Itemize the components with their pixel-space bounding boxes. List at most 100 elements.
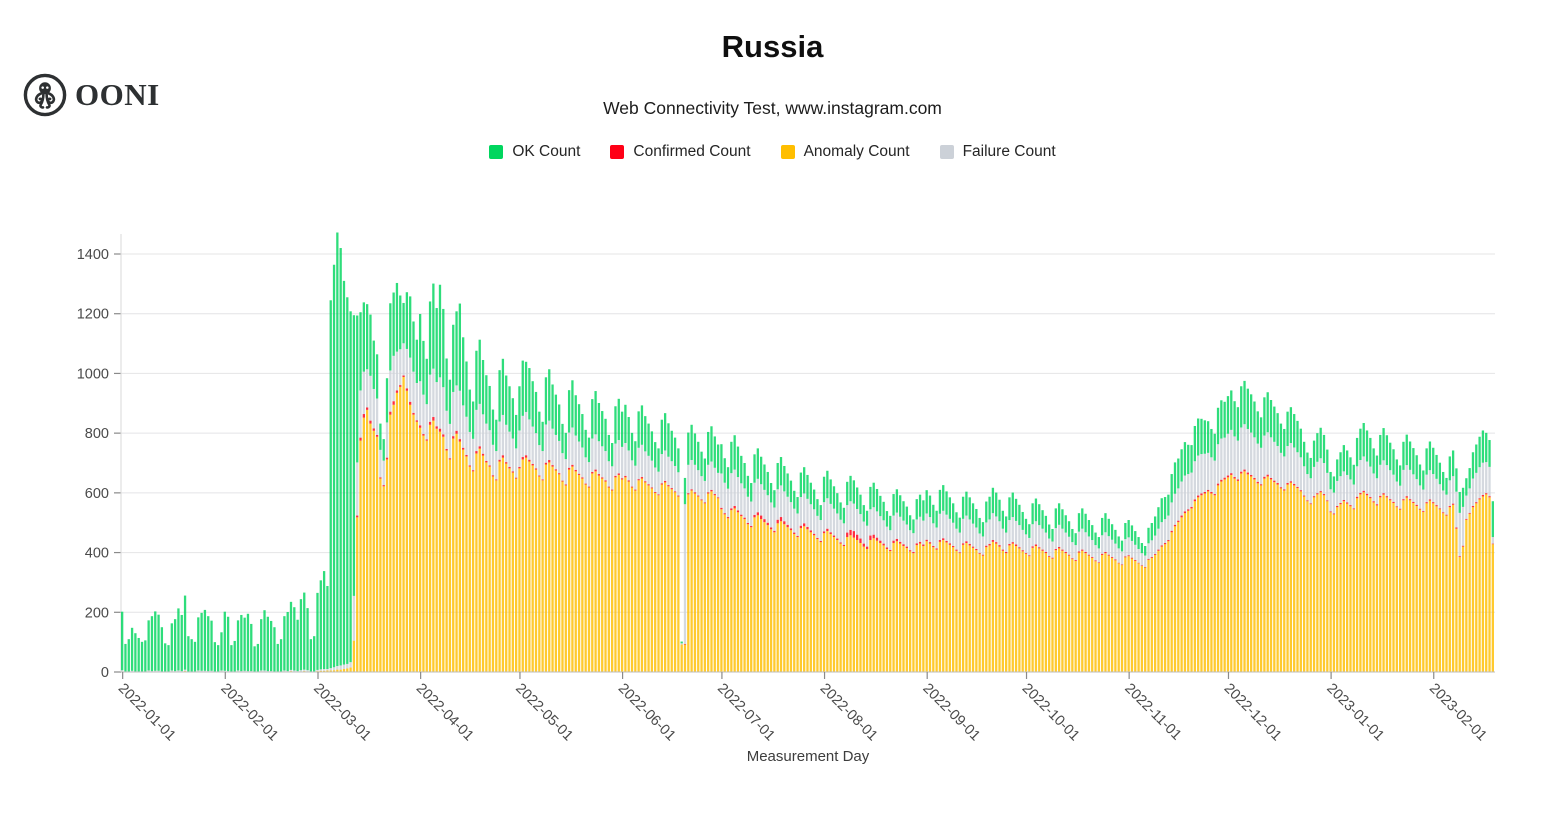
day-bar[interactable] [640,405,644,672]
day-bar[interactable] [551,384,554,672]
day-bar[interactable] [167,645,170,672]
day-bar[interactable] [985,501,988,672]
day-bar[interactable] [965,491,968,672]
day-bar[interactable] [1375,455,1379,672]
day-bar[interactable] [1253,401,1256,673]
day-bar[interactable] [799,472,803,672]
day-bar[interactable] [971,503,975,672]
day-bar[interactable] [1160,498,1163,672]
day-bar[interactable] [521,360,524,672]
day-bar[interactable] [442,308,445,672]
day-bar[interactable] [1405,434,1408,672]
day-bar[interactable] [1389,442,1392,672]
day-bar[interactable] [140,641,144,672]
day-bar[interactable] [1044,515,1048,672]
day-bar[interactable] [359,312,362,672]
day-bar[interactable] [1041,510,1044,672]
day-bar[interactable] [955,512,958,672]
day-bar[interactable] [306,608,309,672]
day-bar[interactable] [501,358,505,672]
day-bar[interactable] [614,406,617,672]
day-bar[interactable] [591,399,594,672]
day-bar[interactable] [203,609,207,672]
day-bar[interactable] [336,232,339,673]
day-bar[interactable] [1259,417,1263,672]
day-bar[interactable] [1491,501,1494,672]
day-bar[interactable] [988,496,991,672]
day-bar[interactable] [1031,503,1034,672]
day-bar[interactable] [677,448,680,672]
day-bar[interactable] [1127,520,1130,672]
day-bar[interactable] [1011,492,1014,672]
day-bar[interactable] [1475,444,1478,672]
day-bar[interactable] [577,404,581,672]
day-bar[interactable] [243,617,246,673]
day-bar[interactable] [1279,423,1283,672]
day-bar[interactable] [1074,533,1077,672]
day-bar[interactable] [322,571,326,672]
day-bar[interactable] [1339,452,1342,672]
day-bar[interactable] [233,640,236,672]
day-bar[interactable] [1153,516,1157,672]
day-bar[interactable] [561,423,564,672]
day-bar[interactable] [1362,422,1365,672]
day-bar[interactable] [812,489,816,672]
day-bar[interactable] [1299,428,1302,672]
day-bar[interactable] [1302,441,1306,672]
day-bar[interactable] [736,446,740,672]
day-bar[interactable] [693,433,697,672]
day-bar[interactable] [667,423,670,672]
day-bar[interactable] [399,295,402,673]
day-bar[interactable] [899,495,902,672]
day-bar[interactable] [279,639,283,672]
day-bar[interactable] [991,487,995,672]
day-bar[interactable] [806,474,809,672]
day-bar[interactable] [1187,444,1190,672]
day-bar[interactable] [690,424,693,672]
day-bar[interactable] [829,479,832,672]
day-bar[interactable] [405,292,409,672]
day-bar[interactable] [1352,464,1355,672]
day-bar[interactable] [750,483,753,672]
day-bar[interactable] [1392,449,1395,672]
day-bar[interactable] [1369,437,1372,672]
day-bar[interactable] [852,480,855,672]
day-bar[interactable] [435,308,438,672]
day-bar[interactable] [822,476,826,672]
day-bar[interactable] [392,292,395,672]
day-bar[interactable] [220,632,223,672]
day-bar[interactable] [1054,508,1057,672]
day-bar[interactable] [342,280,346,672]
day-bar[interactable] [269,620,273,672]
day-bar[interactable] [1322,434,1326,672]
day-bar[interactable] [776,463,779,672]
day-bar[interactable] [1071,528,1074,672]
day-bar[interactable] [488,385,491,672]
day-bar[interactable] [1157,507,1160,672]
day-bar[interactable] [707,431,710,672]
day-bar[interactable] [611,443,614,672]
day-bar[interactable] [1117,536,1120,672]
day-bar[interactable] [1064,515,1067,672]
day-bar[interactable] [1412,448,1415,672]
day-bar[interactable] [1283,428,1286,672]
day-bar[interactable] [1061,509,1064,672]
day-bar[interactable] [1150,523,1153,672]
day-bar[interactable] [475,350,478,672]
day-bar[interactable] [607,434,610,672]
day-bar[interactable] [1461,487,1465,672]
day-bar[interactable] [1206,421,1210,672]
day-bar[interactable] [428,301,432,672]
day-bar[interactable] [710,426,713,672]
day-bar[interactable] [369,314,372,672]
day-bar[interactable] [137,637,140,672]
day-bar[interactable] [892,494,895,672]
day-bar[interactable] [1309,457,1312,672]
day-bar[interactable] [995,492,998,672]
day-bar[interactable] [879,495,882,672]
day-bar[interactable] [1425,448,1428,672]
day-bar[interactable] [213,642,216,672]
day-bar[interactable] [922,500,925,672]
day-bar[interactable] [385,378,389,672]
day-bar[interactable] [157,614,160,673]
